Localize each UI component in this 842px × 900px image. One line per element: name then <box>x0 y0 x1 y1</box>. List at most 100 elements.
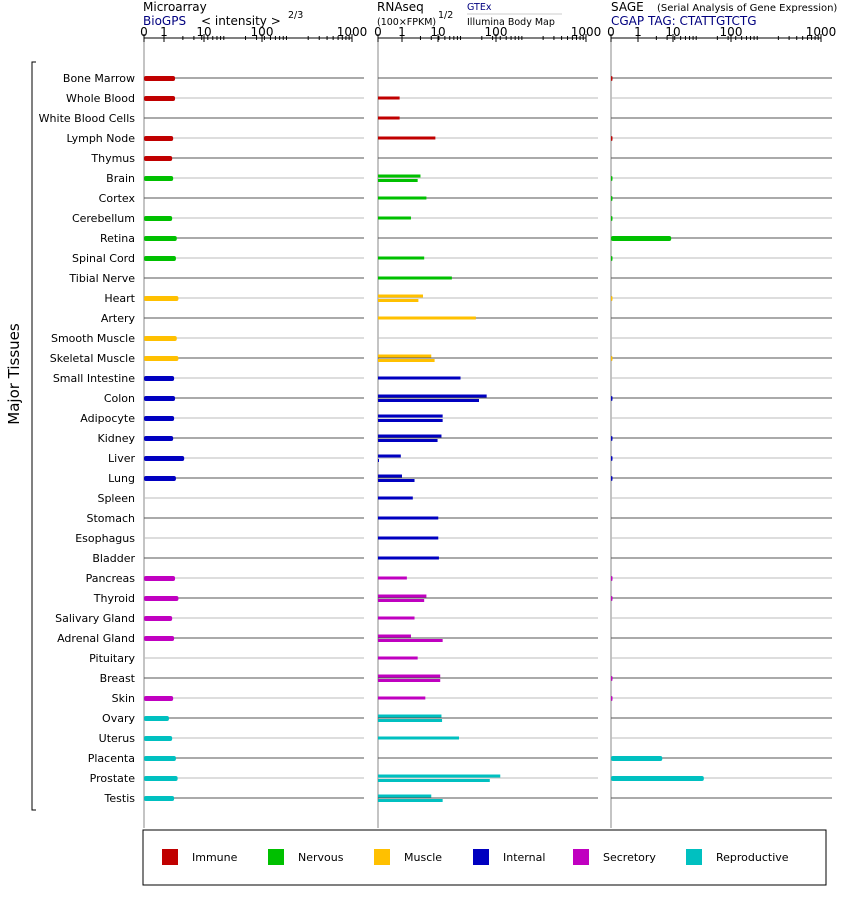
tissue-label: Placenta <box>88 752 135 765</box>
rnaseq-bar <box>378 294 424 298</box>
legend-swatch-nervous <box>268 849 284 865</box>
tick-label: 0 <box>374 25 382 39</box>
tissue-label: Prostate <box>90 772 136 785</box>
tissue-label: White Blood Cells <box>39 112 136 125</box>
tick-label: 10 <box>196 25 211 39</box>
microarray-intensity-label: < intensity > <box>201 14 281 28</box>
legend-swatch-reproductive <box>686 849 702 865</box>
microarray-bar <box>144 476 176 481</box>
microarray-bar <box>144 716 169 721</box>
y-axis-bracket <box>31 61 36 811</box>
microarray-bar <box>144 376 175 381</box>
tick-label: 100 <box>485 25 508 39</box>
legend-label-internal: Internal <box>503 851 545 864</box>
rnaseq-bar <box>378 399 479 402</box>
microarray-bar <box>144 356 179 361</box>
rnaseq-bar <box>378 256 425 260</box>
sage-bar <box>611 456 613 461</box>
rnaseq-bar <box>378 696 426 700</box>
tissue-label: Salivary Gland <box>55 612 135 625</box>
microarray-bar <box>144 156 173 161</box>
tissue-label: Testis <box>104 792 136 805</box>
tick-label: 10 <box>665 25 680 39</box>
tissue-label: Breast <box>100 672 136 685</box>
biogps-link[interactable]: BioGPS <box>143 14 186 28</box>
tissue-label: Pituitary <box>89 652 135 665</box>
rnaseq-bar <box>378 354 432 358</box>
tick-label: 1 <box>634 25 642 39</box>
rnaseq-bar <box>378 479 415 482</box>
tick-label: 100 <box>251 25 274 39</box>
tick-label: 0 <box>140 25 148 39</box>
tissue-label: Skeletal Muscle <box>50 352 135 365</box>
microarray-bar <box>144 236 177 241</box>
tick-label: 1000 <box>571 25 602 39</box>
legend-label-muscle: Muscle <box>404 851 442 864</box>
sage-bar <box>611 216 613 221</box>
tissue-label: Bladder <box>92 552 135 565</box>
tissue-label: Adrenal Gland <box>57 632 135 645</box>
legend-label-reproductive: Reproductive <box>716 851 789 864</box>
sage-bar <box>611 296 613 301</box>
illumina-body-map-label: Illumina Body Map <box>467 17 555 28</box>
tissue-label: Liver <box>108 452 135 465</box>
rnaseq-bar <box>378 459 379 462</box>
microarray-exponent: 2/3 <box>288 10 303 21</box>
tissue-label: Ovary <box>102 712 135 725</box>
rnaseq-bar <box>378 536 439 540</box>
rnaseq-bar <box>378 516 439 520</box>
tick-label: 1000 <box>337 25 368 39</box>
rnaseq-bar <box>378 96 400 100</box>
rnaseq-bar <box>378 556 439 560</box>
tissue-label: Skin <box>112 692 135 705</box>
microarray-bar <box>144 696 174 701</box>
rnaseq-bar <box>378 299 419 302</box>
legend-swatch-immune <box>162 849 178 865</box>
gtex-link[interactable]: GTEx <box>467 2 492 13</box>
tissue-label: Cortex <box>99 192 136 205</box>
tissue-label: Cerebellum <box>72 212 135 225</box>
tissue-label: Uterus <box>99 732 136 745</box>
microarray-bar <box>144 176 174 181</box>
tissue-label: Lung <box>108 472 135 485</box>
sage-bar <box>611 236 672 241</box>
microarray-bar <box>144 796 175 801</box>
sage-bar <box>611 776 704 781</box>
cgap-tag-link[interactable]: CGAP TAG: CTATTGTCTG <box>611 14 757 28</box>
tick-label: 0 <box>607 25 615 39</box>
tissue-label: Smooth Muscle <box>51 332 135 345</box>
sage-bar <box>611 196 613 201</box>
rnaseq-bar <box>378 434 442 438</box>
rnaseq-bar <box>378 116 400 120</box>
rnaseq-bar <box>378 454 401 458</box>
tissue-label: Artery <box>101 312 136 325</box>
microarray-bar <box>144 216 173 221</box>
sage-bar <box>611 176 613 181</box>
microarray-bar <box>144 256 176 261</box>
rnaseq-bar <box>378 276 452 280</box>
rnaseq-bar <box>378 179 418 182</box>
microarray-bar <box>144 76 176 81</box>
sage-bar <box>611 676 613 681</box>
microarray-bar <box>144 296 179 301</box>
tissue-label: Brain <box>106 172 135 185</box>
rnaseq-bar <box>378 679 441 682</box>
sage-bar <box>611 76 613 81</box>
rnaseq-bar <box>378 634 411 638</box>
sage-title: SAGE <box>611 0 644 14</box>
tissue-label: Small Intestine <box>53 372 135 385</box>
rnaseq-bar <box>378 594 427 598</box>
tick-label: 1 <box>160 25 168 39</box>
tissue-label: Tibial Nerve <box>68 272 135 285</box>
row-gridlines <box>144 77 832 799</box>
rnaseq-bar <box>378 616 415 620</box>
microarray-bar <box>144 636 175 641</box>
rnaseq-bar <box>378 376 461 380</box>
sage-bar <box>611 396 613 401</box>
tissue-label: Colon <box>104 392 135 405</box>
microarray-bar <box>144 576 176 581</box>
rnaseq-bar <box>378 576 407 580</box>
tissue-label: Stomach <box>86 512 135 525</box>
legend-label-secretory: Secretory <box>603 851 656 864</box>
